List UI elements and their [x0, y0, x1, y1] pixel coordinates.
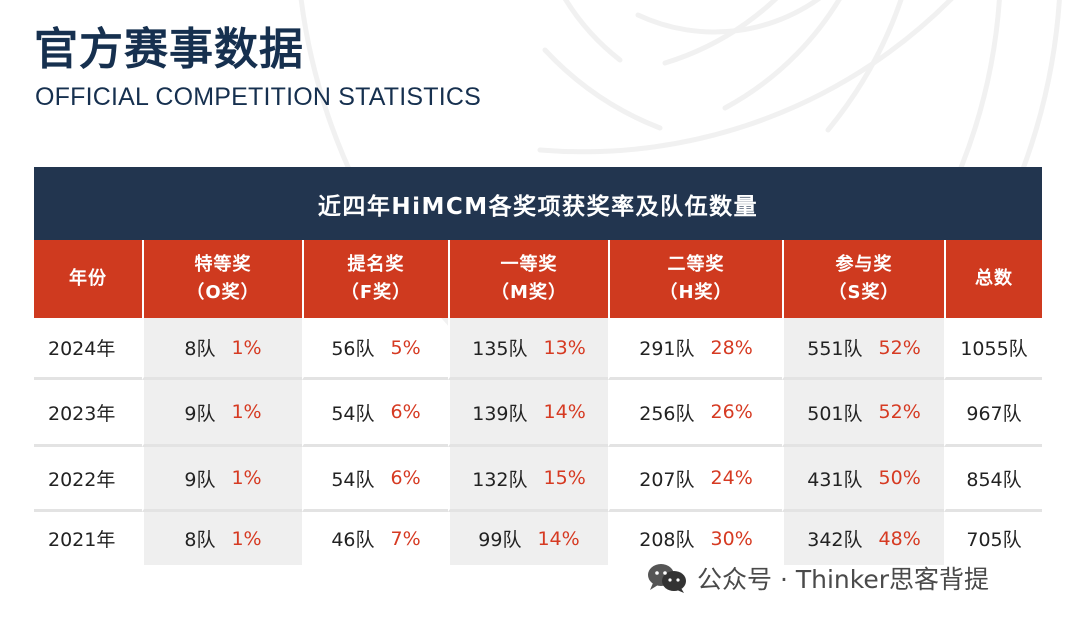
h-award-cell: 208队 30%: [608, 512, 782, 565]
f-award-cell: 54队 6%: [302, 447, 448, 512]
table-row: 2023年 9队 1% 54队 6% 139队 14% 256队 26% 501队 52%…: [34, 380, 1042, 447]
header-label: 提名奖: [347, 254, 405, 275]
s-award-cell: 431队 50%: [782, 447, 944, 512]
team-count: 56队: [331, 338, 375, 360]
team-count: 9队: [184, 402, 216, 425]
header-label: 参与奖: [835, 254, 893, 275]
watermark: 公众号 · Thinker思客背提: [645, 560, 989, 596]
total-cell: 854队: [944, 447, 1042, 512]
table-row: 2021年 8队 1% 46队 7% 99队 14% 208队 30% 342队 48% …: [34, 512, 1042, 565]
header-label: 二等奖: [667, 254, 725, 275]
award-rate: 15%: [543, 467, 586, 489]
award-rate: 1%: [231, 401, 262, 423]
header-sublabel: （O奖）: [186, 282, 260, 303]
header-label: 年份: [69, 268, 107, 289]
award-rate: 6%: [390, 401, 421, 423]
statistics-table: 近四年HiMCM各奖项获奖率及队伍数量 年份 特等奖 （O奖） 提名奖 （F奖） 一…: [34, 167, 1042, 565]
table-caption: 近四年HiMCM各奖项获奖率及队伍数量: [34, 167, 1042, 240]
header-label: 一等奖: [500, 254, 558, 275]
header-sublabel: （M奖）: [491, 282, 567, 303]
s-award-cell: 342队 48%: [782, 512, 944, 565]
team-count: 551队: [807, 338, 863, 360]
total-cell: 705队: [944, 512, 1042, 565]
year-cell: 2021年: [48, 529, 116, 551]
team-count: 256队: [639, 402, 695, 425]
team-count: 8队: [184, 529, 216, 551]
total-cell: 967队: [944, 380, 1042, 447]
award-rate: 5%: [390, 336, 421, 359]
s-award-cell: 501队 52%: [782, 380, 944, 447]
award-rate: 1%: [231, 527, 262, 550]
award-rate: 1%: [231, 467, 262, 489]
header-sublabel: （S奖）: [828, 282, 900, 303]
year-cell: 2023年: [34, 380, 142, 447]
f-award-cell: 54队 6%: [302, 380, 448, 447]
team-count: 132队: [472, 468, 528, 491]
team-count: 291队: [639, 338, 695, 360]
header-m-award: 一等奖 （M奖）: [448, 240, 608, 318]
page-title: 官方赛事数据: [34, 24, 304, 75]
award-rate: 1%: [231, 336, 262, 359]
m-award-cell: 99队 14%: [448, 512, 608, 565]
header-year: 年份: [34, 240, 142, 318]
header-f-award: 提名奖 （F奖）: [302, 240, 448, 318]
award-rate: 14%: [543, 401, 586, 423]
award-rate: 26%: [710, 401, 753, 423]
award-rate: 48%: [878, 527, 921, 550]
wechat-icon: [645, 562, 691, 594]
team-count: 208队: [639, 529, 695, 551]
award-rate: 13%: [543, 336, 586, 359]
table-row: 2022年 9队 1% 54队 6% 132队 15% 207队 24% 431队 50%…: [34, 447, 1042, 512]
m-award-cell: 135队 13%: [448, 318, 608, 380]
m-award-cell: 139队 14%: [448, 380, 608, 447]
team-count: 135队: [472, 338, 528, 360]
team-count: 139队: [472, 402, 528, 425]
header-label: 特等奖: [194, 254, 252, 275]
team-count: 342队: [807, 529, 863, 551]
award-rate: 52%: [878, 401, 921, 423]
f-award-cell: 46队 7%: [302, 512, 448, 565]
team-count: 54队: [331, 402, 375, 425]
award-rate: 30%: [710, 527, 753, 550]
team-count: 99队: [478, 529, 522, 551]
header-sublabel: （H奖）: [659, 282, 733, 303]
team-count: 501队: [807, 402, 863, 425]
o-award-cell: 8队 1%: [142, 512, 302, 565]
header-label: 总数: [975, 268, 1013, 289]
award-rate: 24%: [710, 467, 753, 489]
award-rate: 6%: [390, 467, 421, 489]
s-award-cell: 551队 52%: [782, 318, 944, 380]
header-o-award: 特等奖 （O奖）: [142, 240, 302, 318]
o-award-cell: 9队 1%: [142, 447, 302, 512]
table-header-row: 年份 特等奖 （O奖） 提名奖 （F奖） 一等奖 （M奖） 二等奖 （H奖） 参与奖 （S…: [34, 240, 1042, 318]
year-cell: 2024年: [34, 318, 142, 380]
award-rate: 7%: [390, 527, 421, 550]
total-cell: 1055队: [944, 318, 1042, 380]
o-award-cell: 8队 1%: [142, 318, 302, 380]
award-rate: 14%: [537, 527, 580, 550]
award-rate: 50%: [878, 467, 921, 489]
team-count: 207队: [639, 468, 695, 491]
o-award-cell: 9队 1%: [142, 380, 302, 447]
team-count: 8队: [184, 338, 216, 360]
page-subtitle: OFFICIAL COMPETITION STATISTICS: [35, 83, 482, 111]
m-award-cell: 132队 15%: [448, 447, 608, 512]
team-count: 54队: [331, 468, 375, 491]
header-s-award: 参与奖 （S奖）: [782, 240, 944, 318]
team-count: 9队: [184, 468, 216, 491]
header-total: 总数: [944, 240, 1042, 318]
award-rate: 52%: [878, 336, 921, 359]
year-cell: 2022年: [34, 447, 142, 512]
h-award-cell: 256队 26%: [608, 380, 782, 447]
f-award-cell: 56队 5%: [302, 318, 448, 380]
watermark-text: 公众号 · Thinker思客背提: [697, 565, 989, 594]
table-row: 2024年 8队 1% 56队 5% 135队 13% 291队 28% 551队 52%…: [34, 318, 1042, 380]
h-award-cell: 207队 24%: [608, 447, 782, 512]
header-h-award: 二等奖 （H奖）: [608, 240, 782, 318]
team-count: 46队: [331, 529, 375, 551]
header-sublabel: （F奖）: [340, 282, 412, 303]
h-award-cell: 291队 28%: [608, 318, 782, 380]
team-count: 431队: [807, 468, 863, 491]
award-rate: 28%: [710, 336, 753, 359]
